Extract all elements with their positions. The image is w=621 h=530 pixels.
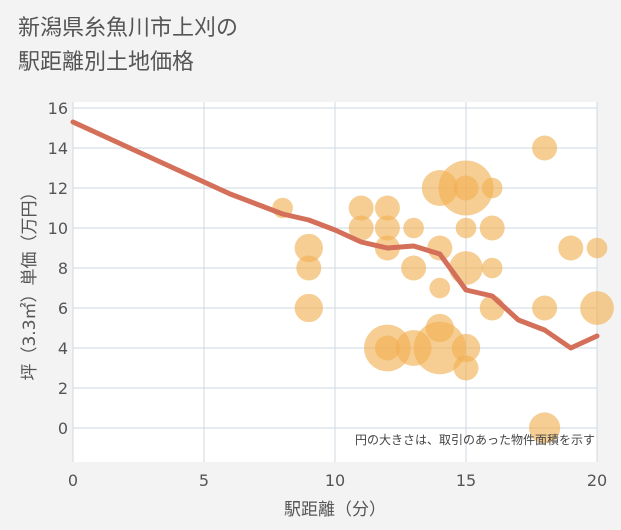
data-point [532, 135, 558, 161]
data-point [296, 255, 322, 281]
y-axis-title: 坪（3.3㎡）単価（万円） [20, 183, 40, 380]
y-tick-label: 14 [48, 139, 68, 158]
data-point [403, 217, 424, 239]
data-point [374, 215, 400, 241]
data-point [429, 277, 451, 299]
x-tick-label: 5 [199, 471, 209, 490]
data-point [481, 177, 503, 199]
y-tick-label: 10 [48, 219, 68, 238]
y-tick-label: 6 [58, 299, 68, 318]
x-tick-label: 15 [456, 471, 476, 490]
chart-title-line-1: 新潟県糸魚川市上刈の [18, 16, 239, 41]
y-tick-labels: 0 2 4 6 8 10 12 14 16 [48, 99, 68, 438]
trend-line [70, 119, 600, 351]
data-point [479, 215, 505, 241]
x-tick-label: 10 [325, 471, 345, 490]
data-point [481, 257, 503, 279]
y-tick-label: 16 [48, 99, 68, 118]
bubble-layer [272, 135, 614, 444]
chart-title: 新潟県糸魚川市上刈の 駅距離別土地価格 [18, 12, 238, 80]
y-tick-label: 8 [58, 259, 68, 278]
data-point [453, 175, 479, 201]
chart-title-line-2: 駅距離別土地価格 [18, 50, 195, 75]
size-note: 円の大きさは、取引のあった物件面積を示す [355, 432, 595, 447]
data-point [348, 195, 374, 221]
y-tick-label: 2 [58, 379, 68, 398]
y-tick-label: 4 [58, 339, 68, 358]
data-point [449, 251, 483, 285]
data-point [413, 321, 466, 375]
data-point [374, 195, 400, 221]
y-tick-label: 0 [58, 419, 68, 438]
data-point [374, 335, 400, 361]
data-point [455, 217, 477, 239]
data-point [580, 291, 614, 325]
x-tick-labels: 0 5 10 15 20 [68, 471, 607, 490]
data-point [294, 293, 323, 323]
data-point [451, 333, 481, 363]
data-point [532, 295, 558, 321]
data-point [294, 233, 323, 263]
x-tick-label: 20 [587, 471, 607, 490]
x-tick-label: 0 [68, 471, 78, 490]
y-tick-label: 12 [48, 179, 68, 198]
data-point [586, 237, 608, 259]
data-point [453, 355, 479, 381]
data-point [401, 255, 427, 281]
data-point [348, 215, 374, 241]
x-axis-title: 駅距離（分） [284, 500, 386, 520]
data-point [558, 235, 584, 261]
data-point [529, 412, 561, 444]
